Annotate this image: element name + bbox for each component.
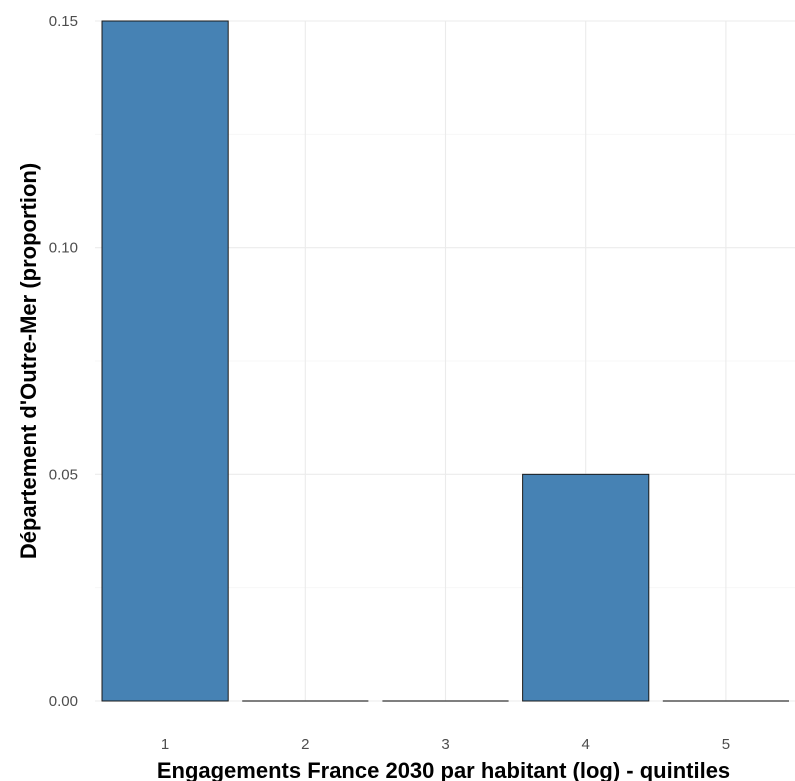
x-tick-label: 1	[161, 736, 169, 753]
y-tick-labels: 0.00 0.05 0.10 0.15	[49, 13, 78, 710]
bars	[101, 20, 789, 702]
x-axis-title: Engagements France 2030 par habitant (lo…	[157, 758, 730, 781]
x-tick-label: 2	[301, 736, 309, 753]
y-tick-label: 0.10	[49, 240, 78, 257]
x-tick-label: 5	[722, 736, 730, 753]
x-tick-labels: 1 2 3 4 5	[161, 736, 730, 753]
y-tick-label: 0.15	[49, 13, 78, 30]
x-tick-label: 4	[582, 736, 590, 753]
y-tick-label: 0.00	[49, 693, 78, 710]
bar-4	[522, 473, 650, 702]
x-tick-label: 3	[441, 736, 449, 753]
y-axis-title: Département d'Outre-Mer (proportion)	[16, 163, 41, 559]
bar-1	[101, 20, 229, 702]
y-tick-label: 0.05	[49, 466, 78, 483]
